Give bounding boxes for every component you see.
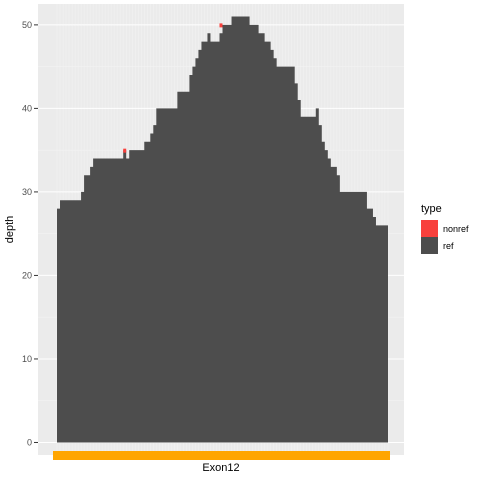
exon-bar bbox=[53, 451, 390, 460]
legend-key-ref bbox=[421, 237, 438, 254]
y-tick-label: 40 bbox=[22, 103, 32, 113]
y-tick-label: 30 bbox=[22, 187, 32, 197]
ref-area-layer bbox=[57, 16, 388, 443]
ref-area bbox=[57, 16, 388, 443]
legend-key-nonref bbox=[421, 220, 438, 237]
legend: type nonref ref bbox=[421, 203, 469, 254]
nonref-mark bbox=[123, 148, 127, 153]
nonref-mark bbox=[219, 23, 223, 28]
y-tick-label: 50 bbox=[22, 20, 32, 30]
exon-label: Exon12 bbox=[202, 462, 239, 474]
y-tick-label: 10 bbox=[22, 354, 32, 364]
legend-label-ref: ref bbox=[443, 241, 454, 251]
y-axis-title: depth bbox=[4, 216, 16, 244]
y-axis: 0 10 20 30 40 50 bbox=[22, 20, 38, 447]
y-tick-label: 0 bbox=[27, 437, 32, 447]
y-tick-label: 20 bbox=[22, 270, 32, 280]
legend-label-nonref: nonref bbox=[443, 224, 469, 234]
nonref-marks bbox=[123, 23, 223, 153]
legend-title: type bbox=[421, 203, 442, 215]
